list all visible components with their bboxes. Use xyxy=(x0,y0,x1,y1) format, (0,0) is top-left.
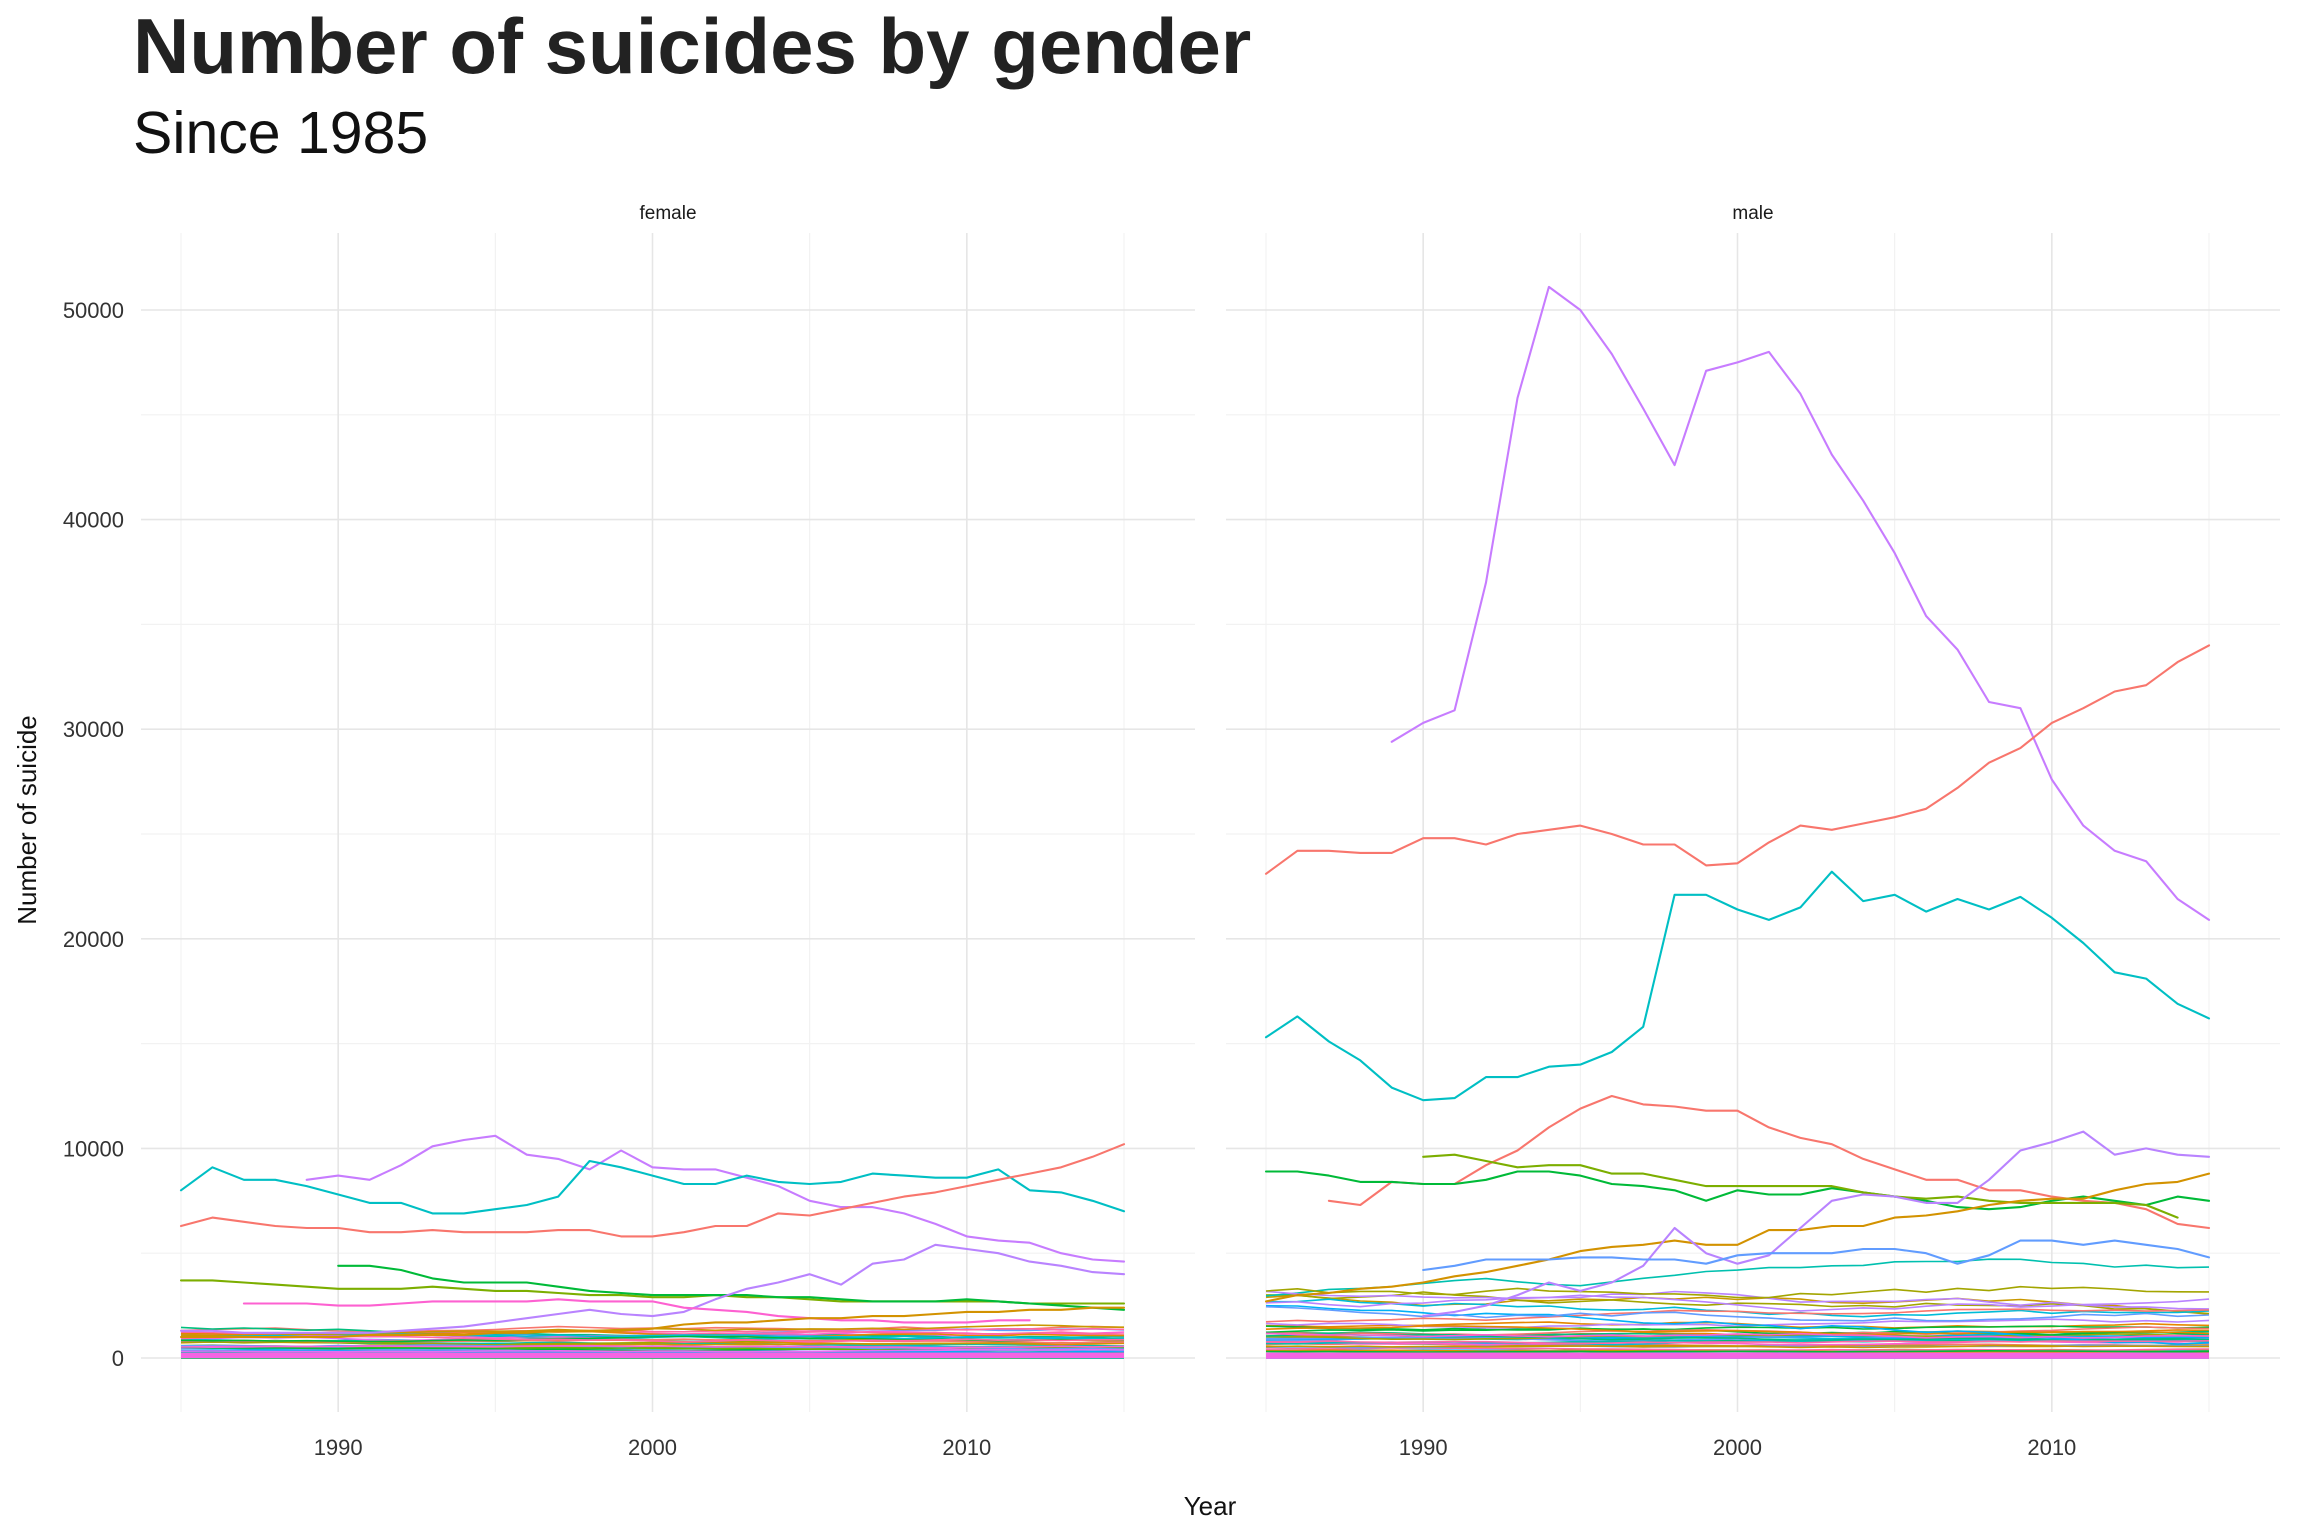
background-series-line xyxy=(1265,1344,2210,1349)
background-series-line xyxy=(1265,1332,2210,1339)
y-axis-label: Number of suicide xyxy=(12,715,42,925)
series-line-female-0 xyxy=(305,1134,1126,1263)
near-zero-series-band xyxy=(181,1352,1124,1358)
facet-strip-male: male xyxy=(1732,203,1773,224)
x-tick-label: 1990 xyxy=(314,1435,363,1460)
y-tick-label: 30000 xyxy=(63,717,124,742)
y-tick-label: 50000 xyxy=(63,298,124,323)
background-series-line xyxy=(180,1348,1125,1353)
y-tick-label: 40000 xyxy=(63,508,124,533)
background-series-line xyxy=(1265,1294,2210,1312)
x-axis-label: Year xyxy=(1184,1491,1237,1521)
series-line-male-7 xyxy=(1422,1130,2211,1318)
grid xyxy=(141,233,2280,1412)
y-tick-label: 0 xyxy=(112,1346,124,1371)
series-line-male-1 xyxy=(1264,644,2211,875)
series-line-male-8 xyxy=(1422,1239,2211,1272)
series-line-male-3 xyxy=(1327,1094,2211,1230)
series-line-male-2 xyxy=(1264,870,2211,1102)
x-tick-label: 2010 xyxy=(2027,1435,2076,1460)
series-line-male-0 xyxy=(1390,285,2211,921)
background-series-line xyxy=(1265,1350,2210,1353)
series-line-female-2 xyxy=(179,1143,1126,1238)
x-tick-label: 2000 xyxy=(1713,1435,1762,1460)
y-tick-label: 10000 xyxy=(63,1136,124,1161)
background-series-line xyxy=(1265,1304,2210,1345)
series-line-male-6 xyxy=(1264,1172,2211,1303)
series-group xyxy=(179,285,2211,1339)
background-series-line xyxy=(1265,1340,2210,1345)
series-line-female-7 xyxy=(179,1306,1126,1339)
background-series-line xyxy=(180,1338,1125,1344)
chart-subtitle: Since 1985 xyxy=(133,100,429,166)
background-series-group xyxy=(180,1258,2210,1359)
series-line-male-5 xyxy=(1422,1153,2179,1219)
series-line-female-6 xyxy=(242,1298,1031,1324)
x-tick-label: 2000 xyxy=(628,1435,677,1460)
facet-strip-female: female xyxy=(639,203,696,224)
background-series-line xyxy=(180,1344,1125,1349)
near-zero-series-band xyxy=(1266,1352,2209,1358)
x-tick-label: 1990 xyxy=(1399,1435,1448,1460)
tick-labels: 1990 2000 2010 1990 2000 2010 0 10000 20000 30000… xyxy=(63,298,2076,1460)
series-line-female-3 xyxy=(179,1279,1126,1305)
background-series-line xyxy=(1265,1290,2210,1310)
background-series-line xyxy=(1265,1325,2210,1336)
series-line-female-1 xyxy=(179,1159,1126,1215)
background-series-line xyxy=(1265,1340,2210,1346)
series-line-male-4 xyxy=(1264,1170,2211,1211)
chart-title: Number of suicides by gender xyxy=(133,2,1252,90)
background-series-line xyxy=(1265,1308,2210,1323)
background-series-line xyxy=(1265,1325,2210,1336)
background-series-line xyxy=(1265,1325,2210,1334)
series-line-female-5 xyxy=(179,1243,1126,1334)
background-series-line xyxy=(1265,1291,2210,1315)
background-series-line xyxy=(1265,1285,2210,1299)
y-tick-label: 20000 xyxy=(63,927,124,952)
x-tick-label: 2010 xyxy=(942,1435,991,1460)
